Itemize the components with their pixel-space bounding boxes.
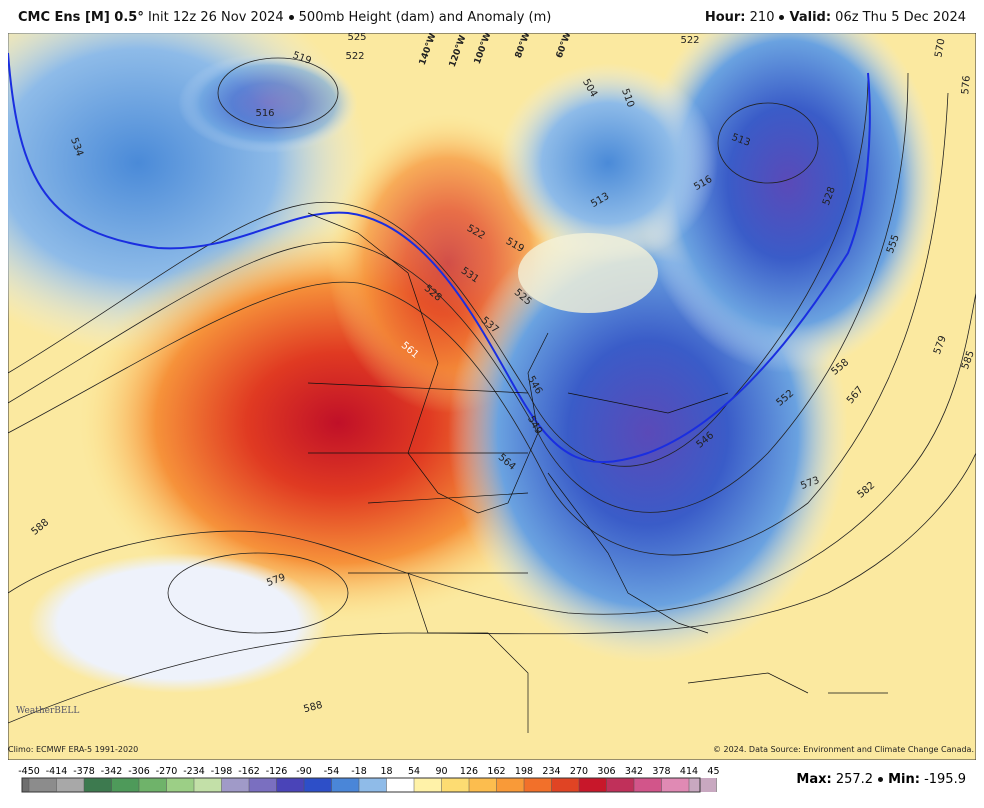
colorbar-tick-label: -234: [183, 766, 205, 777]
colorbar: -450 -414 -378 -342 -306 -270 -234 -198 -162 -126…: [18, 766, 720, 793]
valid-label: Valid:: [789, 10, 832, 25]
header-right: Hour: 210 Valid: 06z Thu 5 Dec 2024: [705, 10, 966, 25]
colorbar-swatch: [276, 778, 304, 792]
colorbar-tick-label: -378: [73, 766, 95, 777]
colorbar-tick-label: -18: [351, 766, 367, 777]
colorbar-tick-label: -414: [46, 766, 68, 777]
colorbar-tick-label: -450: [18, 766, 40, 777]
colorbar-swatch: [331, 778, 359, 792]
colorbar-tick-label: 270: [570, 766, 588, 777]
colorbar-swatch: [551, 778, 579, 792]
separator: [288, 15, 294, 20]
colorbar-swatch: [689, 778, 717, 792]
colorbar-tick-label: 414: [680, 766, 698, 777]
colorbar-swatch: [414, 778, 442, 792]
colorbar-tick-label: 18: [380, 766, 392, 777]
colorbar-tick-label: -270: [156, 766, 178, 777]
colorbar-frame: [21, 777, 701, 793]
colorbar-swatch: [606, 778, 634, 792]
max: 257.2: [835, 772, 874, 787]
stats: Max: 257.2 Min: -195.9: [796, 772, 966, 787]
colorbar-swatch: [634, 778, 662, 792]
colorbar-swatch: [139, 778, 167, 792]
colorbar-swatch: [359, 778, 387, 792]
separator: [779, 15, 785, 20]
colorbar-tick-label: -342: [101, 766, 123, 777]
colorbar-swatch: [29, 778, 57, 792]
max-label: Max:: [796, 772, 832, 787]
colorbar-swatch: [84, 778, 112, 792]
colorbar-tick-label: -90: [296, 766, 312, 777]
colorbar-swatch: [194, 778, 222, 792]
colorbar-tick-label: 342: [625, 766, 643, 777]
colorbar-tick-label: 126: [460, 766, 478, 777]
contour-label: 588: [302, 700, 323, 716]
copyright: © 2024. Data Source: Environment and Cli…: [712, 745, 974, 754]
title: CMC Ens [M] 0.5°: [18, 10, 144, 25]
header-left: CMC Ens [M] 0.5° Init 12z 26 Nov 2024 500…: [18, 10, 551, 25]
contour-label: 522: [345, 51, 364, 62]
colorbar-tick-label: -306: [128, 766, 150, 777]
colorbar-swatch: [304, 778, 332, 792]
colorbar-tick-label: 54: [408, 766, 420, 777]
min-label: Min:: [888, 772, 920, 787]
colorbar-tick-label: 234: [542, 766, 560, 777]
contour-label: 522: [680, 35, 699, 46]
contour-label: 585: [960, 349, 976, 371]
colorbar-swatch: [441, 778, 469, 792]
colorbar-tick-label: -162: [238, 766, 260, 777]
hour: 210: [749, 10, 775, 25]
colorbar-swatch: [469, 778, 497, 792]
contour-label: 516: [255, 108, 274, 119]
min: -195.9: [924, 772, 966, 787]
valid: 06z Thu 5 Dec 2024: [835, 10, 966, 25]
colorbar-tick-label: -198: [211, 766, 233, 777]
climo: Climo: ECMWF ERA-5 1991-2020: [8, 745, 139, 754]
colorbar-tick-label: 378: [652, 766, 670, 777]
hour-label: Hour:: [704, 10, 746, 25]
colorbar-tick-label: 198: [515, 766, 533, 777]
separator: [878, 777, 884, 782]
colorbar-swatch: [579, 778, 607, 792]
product: 500mb Height (dam) and Anomaly (m): [298, 10, 552, 25]
colorbar-swatch: [386, 778, 414, 792]
init: Init 12z 26 Nov 2024: [147, 10, 284, 25]
colorbar-tick-label: -126: [266, 766, 288, 777]
colorbar-tick-label: 306: [597, 766, 615, 777]
colorbar-swatch: [221, 778, 249, 792]
colorbar-tick-label: 450: [707, 766, 720, 777]
colorbar-tick-label: 162: [487, 766, 505, 777]
colorbar-swatch: [166, 778, 194, 792]
contour-label: 525: [347, 33, 366, 43]
contour-label: 576: [960, 75, 973, 95]
colorbar-tick-label: -54: [324, 766, 340, 777]
logo: WeatherBELL: [16, 706, 80, 716]
colorbar-swatch: [56, 778, 84, 792]
contour-label: 570: [933, 38, 947, 59]
colorbar-swatch: [661, 778, 689, 792]
colorbar-swatch: [524, 778, 552, 792]
colorbar-swatch: [111, 778, 139, 792]
colorbar-swatch: [496, 778, 524, 792]
colorbar-swatch: [249, 778, 277, 792]
colorbar-swatch: [22, 778, 29, 792]
colorbar-tick-label: 90: [435, 766, 447, 777]
